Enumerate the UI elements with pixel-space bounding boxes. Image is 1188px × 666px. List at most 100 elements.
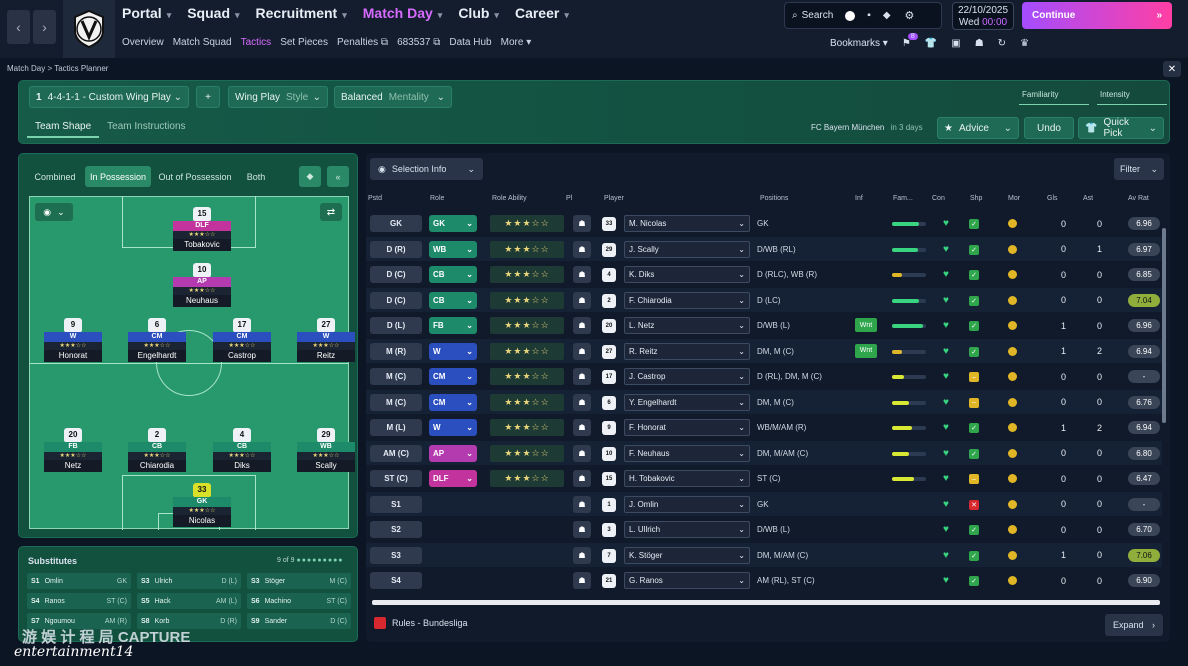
position-slot[interactable]: AM (C): [370, 444, 422, 462]
substitute-item[interactable]: S9 Sander D (C): [247, 613, 351, 629]
substitute-item[interactable]: S3 Stöger M (C): [247, 573, 351, 589]
column-header[interactable]: Pstd: [368, 195, 383, 202]
back-arrow-icon[interactable]: ‹: [7, 10, 30, 44]
tactic-select[interactable]: 1 4-4-1-1 - Custom Wing Play ⌄: [29, 86, 189, 108]
tab-team-shape[interactable]: Team Shape: [27, 117, 100, 138]
player-profile-icon[interactable]: ☗: [573, 342, 591, 360]
nav-match-day[interactable]: Match Day ▾: [362, 5, 443, 21]
pitch-player[interactable]: 4 CB ★★★☆☆ Diks: [213, 428, 271, 472]
role-select[interactable]: CM ⌄: [429, 368, 477, 385]
subnav-overview[interactable]: Overview: [122, 37, 164, 48]
pitch-player[interactable]: 10 AP ★★★☆☆ Neuhaus: [173, 263, 231, 307]
table-row[interactable]: AM (C) AP ⌄ ★★★☆☆ ☗ 10 F. Neuhaus ⌄ DM, M/AM (C)…: [366, 440, 1162, 465]
position-slot[interactable]: GK: [370, 215, 422, 232]
player-profile-icon[interactable]: ☗: [573, 368, 591, 385]
role-select[interactable]: GK ⌄: [429, 215, 477, 232]
subnav-set-pieces[interactable]: Set Pieces: [280, 37, 328, 48]
player-select[interactable]: G. Ranos ⌄: [624, 572, 750, 589]
player-select[interactable]: L. Ullrich ⌄: [624, 521, 750, 538]
player-profile-icon[interactable]: ☗: [573, 291, 591, 309]
tab-combined[interactable]: Combined: [34, 171, 76, 182]
player-select[interactable]: R. Reitz ⌄: [624, 342, 750, 360]
role-select[interactable]: FB ⌄: [429, 317, 477, 334]
pitch-player[interactable]: 17 CM ★★★☆☆ Castrop: [213, 318, 271, 362]
swap-icon[interactable]: ⇄: [320, 203, 342, 221]
trophy-icon[interactable]: ♛: [1020, 38, 1030, 49]
position-slot[interactable]: S4: [370, 572, 422, 589]
position-slot[interactable]: S2: [370, 521, 422, 538]
position-slot[interactable]: D (R): [370, 240, 422, 258]
table-row[interactable]: M (L) W ⌄ ★★★☆☆ ☗ 9 F. Honorat ⌄ WB/M/AM (R) ♥ ✓ 1 2…: [366, 415, 1162, 439]
substitute-item[interactable]: S7 Ngoumou AM (R): [27, 613, 131, 629]
position-slot[interactable]: D (C): [370, 291, 422, 309]
position-slot[interactable]: M (R): [370, 342, 422, 360]
player-profile-icon[interactable]: ☗: [573, 546, 591, 564]
add-tactic-button[interactable]: +: [196, 86, 220, 108]
bookmarks-button[interactable]: Bookmarks ▾: [830, 38, 888, 49]
table-row[interactable]: S2 ☗ 3 L. Ullrich ⌄ D/WB (L) ♥ ✓ 0 0 6.70: [366, 517, 1162, 541]
position-slot[interactable]: M (L): [370, 419, 422, 436]
table-row[interactable]: M (C) CM ⌄ ★★★☆☆ ☗ 17 J. Castrop ⌄ D (RL), DM, M…: [366, 364, 1162, 388]
column-header[interactable]: Fam...: [893, 195, 913, 202]
position-slot[interactable]: M (C): [370, 368, 422, 385]
vertical-scrollbar[interactable]: [1162, 228, 1166, 423]
player-profile-icon[interactable]: ☗: [573, 444, 591, 462]
position-slot[interactable]: S1: [370, 495, 422, 513]
tab-both[interactable]: Both: [246, 171, 266, 182]
position-slot[interactable]: D (L): [370, 317, 422, 334]
player-select[interactable]: Y. Engelhardt ⌄: [624, 393, 750, 411]
player-profile-icon[interactable]: ☗: [573, 393, 591, 411]
substitute-item[interactable]: S8 Korb D (R): [137, 613, 241, 629]
pitch-player[interactable]: 6 CM ★★★☆☆ Engelhardt: [128, 318, 186, 362]
nav-portal[interactable]: Portal ▾: [122, 5, 172, 21]
column-header[interactable]: Inf: [855, 195, 863, 202]
player-select[interactable]: J. Scally ⌄: [624, 240, 750, 258]
familiarity-meter[interactable]: Familiarity: [1019, 87, 1089, 105]
table-row[interactable]: M (C) CM ⌄ ★★★☆☆ ☗ 6 Y. Engelhardt ⌄ DM, M (C) ♥ –…: [366, 389, 1162, 414]
pitch-player[interactable]: 20 FB ★★★☆☆ Netz: [44, 428, 102, 472]
horizontal-scrollbar[interactable]: [372, 600, 1160, 605]
staff-icon[interactable]: ☗: [974, 38, 984, 49]
subnav-data-hub[interactable]: Data Hub: [449, 37, 492, 48]
expand-button[interactable]: Expand ›: [1105, 614, 1163, 636]
player-select[interactable]: F. Honorat ⌄: [624, 419, 750, 436]
player-select[interactable]: J. Omlin ⌄: [624, 495, 750, 513]
player-select[interactable]: M. Nicolas ⌄: [624, 215, 750, 232]
subnav-683537[interactable]: 683537 ⧉: [397, 37, 441, 48]
nav-club[interactable]: Club ▾: [458, 5, 499, 21]
column-header[interactable]: Mor: [1008, 195, 1021, 202]
column-header[interactable]: Gls: [1047, 195, 1058, 202]
column-header[interactable]: Role: [430, 195, 445, 202]
role-select[interactable]: W ⌄: [429, 342, 477, 360]
pitch-player[interactable]: 29 WB ★★★☆☆ Scally: [297, 428, 355, 472]
role-select[interactable]: CM ⌄: [429, 393, 477, 411]
pitch-player[interactable]: 9 W ★★★☆☆ Honorat: [44, 318, 102, 362]
player-select[interactable]: K. Diks ⌄: [624, 266, 750, 283]
substitute-item[interactable]: S1 Omlin GK: [27, 573, 131, 589]
undo-button[interactable]: Undo: [1024, 117, 1074, 139]
column-header[interactable]: Con: [932, 195, 945, 202]
nav-career[interactable]: Career ▾: [514, 5, 569, 21]
subnav-penalties[interactable]: Penalties ⧉: [337, 37, 389, 48]
column-header[interactable]: Role Ability: [492, 195, 527, 202]
table-row[interactable]: S3 ☗ 7 K. Stöger ⌄ DM, M/AM (C) ♥ ✓ 1 0 7.06: [366, 542, 1162, 567]
subnav-more[interactable]: More ▾: [500, 37, 532, 48]
role-select[interactable]: DLF ⌄: [429, 470, 477, 487]
nav-squad[interactable]: Squad ▾: [187, 5, 240, 21]
player-select[interactable]: H. Tobakovic ⌄: [624, 470, 750, 487]
role-select[interactable]: W ⌄: [429, 419, 477, 436]
gear-icon[interactable]: ⚙: [904, 10, 915, 22]
substitute-item[interactable]: S3 Ulrich D (L): [137, 573, 241, 589]
notification-icon[interactable]: ⚑ 8: [902, 33, 918, 49]
shield-icon[interactable]: ◆: [882, 10, 891, 21]
pitch-player[interactable]: 27 W ★★★☆☆ Reitz: [297, 318, 355, 362]
pitch-player[interactable]: 15 DLF ★★★☆☆ Tobakovic: [173, 207, 231, 251]
club-crest-icon[interactable]: [63, 0, 115, 58]
view-toggle-button[interactable]: ◉ ⌄: [35, 203, 73, 221]
player-profile-icon[interactable]: ☗: [573, 266, 591, 283]
subnav-tactics[interactable]: Tactics: [240, 37, 272, 48]
tab-out-of-possession[interactable]: Out of Possession: [158, 171, 232, 182]
breadcrumb-root[interactable]: Match Day: [7, 64, 46, 73]
table-row[interactable]: D (R) WB ⌄ ★★★☆☆ ☗ 29 J. Scally ⌄ D/WB (RL) ♥ ✓ 0 1 6…: [366, 236, 1162, 261]
player-profile-icon[interactable]: ☗: [573, 470, 591, 487]
